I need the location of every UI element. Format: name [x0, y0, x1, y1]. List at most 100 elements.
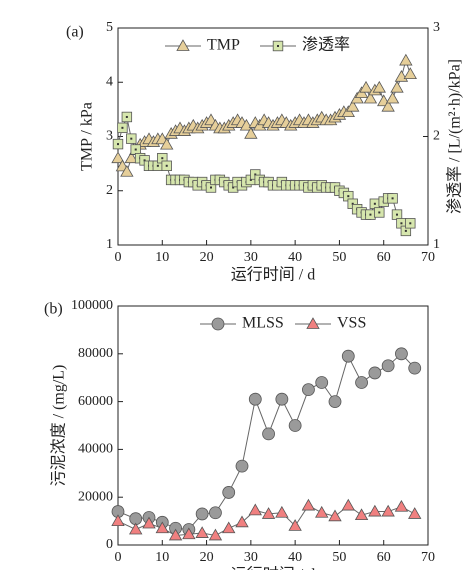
x-tick-label: 70	[421, 550, 435, 565]
data-point	[328, 395, 342, 409]
data-point	[328, 509, 342, 522]
data-point	[195, 526, 209, 538]
y-tick-label: 0	[106, 537, 113, 552]
y-tick-label: 3	[106, 129, 113, 144]
data-point	[301, 498, 316, 511]
data-point	[275, 392, 289, 406]
x-tick-label: 30	[244, 550, 258, 565]
y-tick-label: 100000	[71, 298, 113, 313]
legend-label: 渗透率	[302, 36, 350, 54]
y-tick-label: 5	[106, 20, 113, 35]
y2-tick-label: 1	[433, 237, 440, 252]
data-point-dot	[121, 126, 124, 129]
data-point	[381, 99, 395, 112]
data-point	[381, 504, 395, 517]
series-line	[117, 353, 416, 530]
data-point	[346, 99, 360, 112]
x-tick-label: 50	[332, 250, 346, 265]
data-point-dot	[210, 186, 212, 189]
data-point-dot	[130, 137, 133, 140]
data-point	[359, 80, 373, 93]
legend-marker	[306, 317, 320, 329]
data-point-dot	[117, 143, 119, 146]
data-point	[363, 91, 378, 104]
y-tick-label: 60000	[78, 394, 113, 409]
data-point	[368, 366, 382, 380]
data-point-dot	[347, 195, 350, 198]
data-point	[195, 507, 209, 521]
x-tick-label: 30	[244, 250, 258, 265]
data-point	[315, 505, 329, 518]
data-point	[111, 151, 125, 164]
data-point	[385, 91, 400, 104]
data-point	[395, 347, 408, 361]
data-point	[235, 515, 249, 528]
x-axis-label: 运行时间 / d	[231, 566, 315, 570]
x-tick-label: 0	[115, 550, 122, 565]
data-point	[341, 498, 355, 511]
data-point	[248, 503, 262, 516]
legend-marker	[211, 317, 225, 331]
y-axis-label: TMP / kPa	[79, 102, 96, 171]
data-point	[288, 519, 302, 531]
data-point	[222, 521, 236, 534]
y2-axis-label: 渗透率 / [L/(m²·h)/kPa]	[446, 59, 464, 214]
y2-tick-label: 2	[433, 129, 440, 144]
data-point-dot	[249, 178, 252, 181]
y-tick-label: 20000	[78, 489, 113, 504]
legend-label: VSS	[337, 315, 366, 332]
data-point-dot	[143, 159, 146, 162]
panel-label: (b)	[44, 301, 63, 318]
data-point	[244, 126, 258, 139]
x-tick-label: 20	[200, 250, 214, 265]
legend-label: TMP	[207, 37, 240, 54]
data-point	[248, 392, 262, 406]
x-axis-label: 运行时间 / d	[231, 266, 315, 284]
data-point	[124, 151, 138, 164]
data-point-dot	[254, 173, 257, 176]
data-point	[403, 67, 417, 80]
x-tick-label: 40	[288, 550, 302, 565]
x-tick-label: 70	[421, 250, 435, 265]
y-tick-label: 1	[106, 237, 113, 252]
data-point	[262, 427, 275, 441]
data-point-dot	[134, 148, 137, 151]
data-point	[408, 361, 422, 375]
x-tick-label: 40	[288, 250, 302, 265]
data-point-dot	[373, 202, 376, 205]
data-point	[160, 137, 174, 150]
data-point-dot	[165, 164, 168, 167]
data-point-dot	[369, 213, 372, 216]
data-point	[222, 486, 236, 499]
x-tick-label: 50	[332, 550, 346, 565]
legend-marker	[176, 39, 190, 51]
data-point	[155, 521, 169, 534]
data-point	[111, 514, 125, 526]
data-point	[208, 528, 223, 541]
data-point-dot	[156, 164, 159, 167]
data-point	[168, 528, 183, 541]
data-point	[315, 376, 329, 389]
data-point	[341, 349, 355, 363]
data-point-dot	[391, 197, 394, 200]
panel-label: (a)	[66, 24, 84, 41]
data-point	[275, 505, 289, 518]
data-point	[235, 459, 249, 473]
data-point	[182, 527, 196, 540]
x-tick-label: 60	[377, 550, 391, 565]
legend-marker-dot	[277, 45, 279, 47]
data-point	[302, 383, 315, 397]
data-point	[355, 376, 368, 389]
data-point	[381, 359, 395, 373]
data-point	[408, 507, 422, 519]
data-point	[394, 499, 409, 512]
data-point	[209, 506, 222, 520]
data-point	[288, 419, 302, 432]
data-point-dot	[125, 115, 128, 118]
data-point-dot	[161, 157, 164, 160]
y-tick-label: 40000	[78, 442, 113, 457]
data-point-dot	[400, 222, 403, 225]
x-tick-label: 20	[200, 550, 214, 565]
data-point	[142, 516, 156, 529]
data-point	[368, 504, 382, 517]
